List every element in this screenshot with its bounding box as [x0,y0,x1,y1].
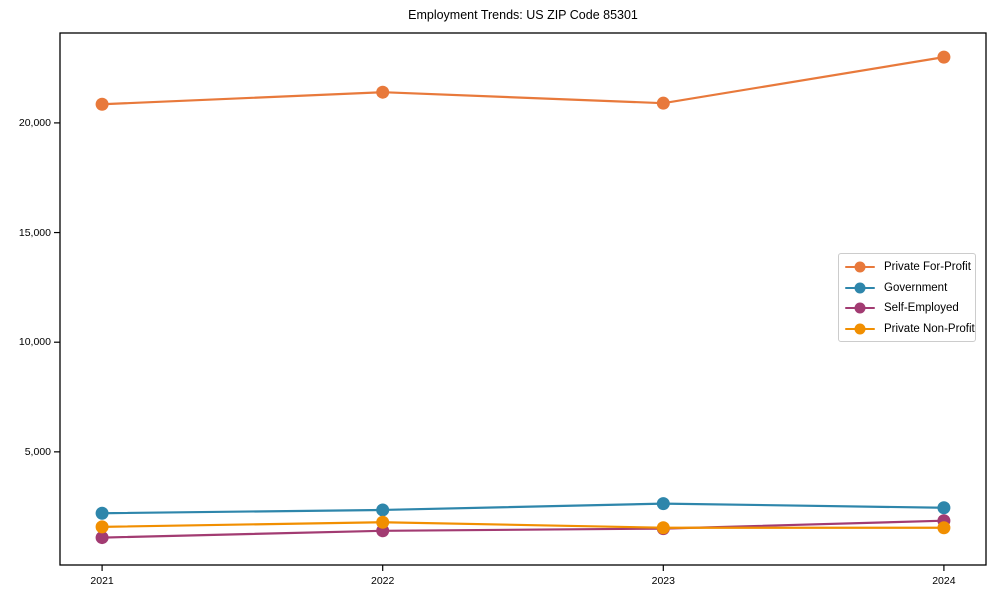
x-axis-tick-label: 2021 [90,575,114,587]
x-axis-tick-label: 2022 [371,575,395,587]
x-axis-tick-label: 2024 [932,575,956,587]
legend-line-sample-icon [845,282,875,294]
x-axis-tick-label: 2023 [651,575,675,587]
legend-item-self-employed: Self-Employed [845,298,975,319]
legend-label: Private For-Profit [884,261,971,274]
legend-item-private-for-profit: Private For-Profit [845,257,975,278]
data-point-government [95,506,109,520]
legend-dot-icon [854,323,866,335]
y-axis-tick-label: 10,000 [18,336,51,349]
legend-dot-icon [854,282,866,294]
chart-title: Employment Trends: US ZIP Code 85301 [408,8,638,22]
y-axis-tick-label: 20,000 [18,116,51,129]
data-point-government [937,501,951,515]
legend-line-sample-icon [845,261,875,273]
plot-frame [59,32,987,566]
data-point-government [656,497,670,511]
legend-dot-icon [854,261,866,273]
data-point-government [376,503,390,517]
data-point-private-non-profit [376,515,390,529]
legend-label: Self-Employed [884,302,959,315]
data-point-private-non-profit [656,521,670,535]
data-point-private-non-profit [95,520,109,534]
data-point-private-for-profit [95,97,109,111]
data-point-self-employed [95,531,109,545]
y-axis-tick-label: 5,000 [24,445,51,458]
legend-label: Government [884,281,948,294]
series-line-government [102,502,944,515]
y-axis-tick-label: 15,000 [18,226,51,239]
data-point-private-non-profit [937,521,951,535]
data-point-private-for-profit [656,96,670,110]
legend-line-sample-icon [845,323,875,335]
series-line-private-for-profit [102,56,945,106]
data-point-private-for-profit [937,50,951,64]
series-line-self-employed [102,519,944,539]
legend-item-government: Government [845,278,975,299]
series-line-private-non-profit [102,521,944,529]
data-point-private-for-profit [376,85,390,99]
legend-item-private-non-profit: Private Non-Profit [845,319,975,340]
legend-label: Private Non-Profit [884,322,975,335]
legend-dot-icon [854,302,866,314]
legend-line-sample-icon [845,302,875,314]
legend: Private For-Profit Government Self-Emplo… [838,253,976,342]
